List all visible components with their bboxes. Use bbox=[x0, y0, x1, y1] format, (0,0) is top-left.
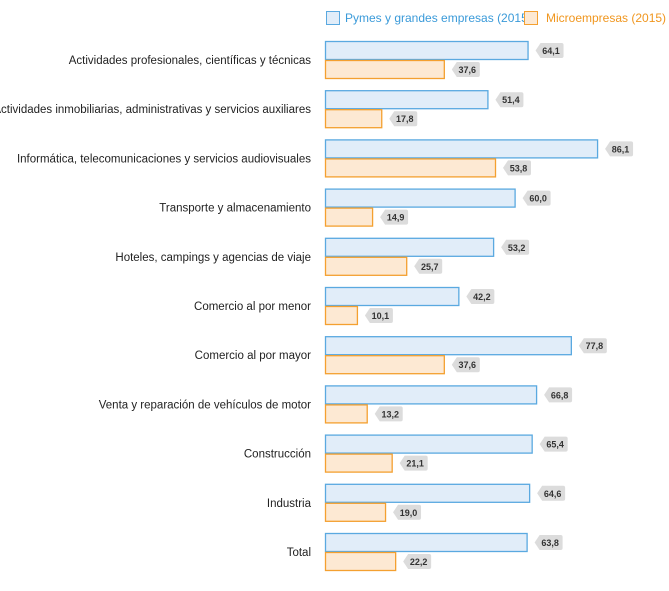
legend-item-micro[interactable]: Microempresas (2015) bbox=[524, 11, 667, 25]
data-label-bg bbox=[501, 239, 530, 255]
data-label-bg bbox=[534, 535, 563, 550]
data-label-bg bbox=[380, 209, 409, 225]
data-label: 37,6 bbox=[459, 360, 477, 370]
data-label: 37,6 bbox=[459, 65, 477, 75]
category-label: Industria bbox=[267, 498, 312, 510]
category-label: Comercio al por menor bbox=[194, 301, 311, 313]
data-label: 17,8 bbox=[396, 114, 414, 124]
data-label: 65,4 bbox=[546, 440, 564, 450]
bar-micro bbox=[324, 158, 497, 178]
category-label: Hoteles, campings y agencias de viaje bbox=[115, 252, 311, 264]
data-label-bg bbox=[605, 141, 634, 157]
category-label: Comercio al por mayor bbox=[195, 350, 311, 362]
data-label: 51,4 bbox=[502, 95, 520, 105]
legend-label-pymes: Pymes y grandes empresas (2015) bbox=[345, 11, 532, 25]
data-label-bg bbox=[537, 485, 566, 501]
category-label: Construcción bbox=[244, 449, 311, 461]
bar-micro bbox=[324, 551, 397, 572]
bar-micro bbox=[324, 207, 374, 227]
data-label-bg bbox=[414, 258, 443, 274]
bar-micro bbox=[324, 59, 445, 80]
data-label: 14,9 bbox=[387, 213, 405, 223]
data-label-bg bbox=[403, 554, 432, 569]
bar-pymes bbox=[324, 237, 495, 257]
category-label: Venta y reparación de vehículos de motor bbox=[99, 399, 311, 411]
data-label-bg bbox=[389, 111, 418, 127]
bar-pymes bbox=[324, 336, 572, 356]
data-label: 66,8 bbox=[551, 390, 569, 400]
data-label: 63,8 bbox=[541, 538, 559, 548]
bar-micro bbox=[324, 355, 445, 375]
data-label-bg bbox=[451, 357, 480, 373]
data-label-bg bbox=[544, 387, 573, 403]
bar-pymes bbox=[324, 434, 533, 454]
data-label-bg bbox=[503, 160, 532, 176]
data-label-bg bbox=[364, 308, 393, 323]
data-label: 64,1 bbox=[542, 46, 560, 56]
bar-micro bbox=[324, 404, 368, 424]
category-label: Informática, telecomunicaciones y servic… bbox=[17, 153, 311, 165]
bar-pymes bbox=[324, 188, 516, 208]
data-label: 22,2 bbox=[410, 557, 428, 567]
data-label: 53,8 bbox=[510, 163, 528, 173]
data-label: 77,8 bbox=[586, 341, 604, 351]
category-label: Transporte y almacenamiento bbox=[159, 203, 311, 215]
bar-pymes bbox=[324, 532, 528, 553]
legend-swatch-micro bbox=[524, 11, 538, 25]
data-label-bg bbox=[578, 338, 607, 354]
data-label-bg bbox=[539, 436, 568, 452]
data-label-bg bbox=[374, 406, 403, 422]
data-label: 64,6 bbox=[544, 489, 562, 499]
data-label: 86,1 bbox=[612, 144, 630, 154]
bar-pymes bbox=[324, 90, 489, 110]
legend: Pymes y grandes empresas (2015) Microemp… bbox=[326, 11, 667, 25]
legend-label-micro: Microempresas (2015) bbox=[546, 11, 666, 25]
bar-pymes bbox=[324, 40, 529, 61]
data-label: 60,0 bbox=[529, 194, 547, 204]
data-label-bg bbox=[451, 62, 480, 77]
data-label: 25,7 bbox=[421, 262, 439, 272]
data-label-bg bbox=[466, 289, 495, 304]
plot-area: Actividades profesionales, científicas y… bbox=[0, 40, 634, 572]
legend-item-pymes[interactable]: Pymes y grandes empresas (2015) bbox=[326, 11, 532, 25]
bar-pymes bbox=[324, 286, 460, 307]
data-label-bg bbox=[393, 504, 422, 520]
data-label: 42,2 bbox=[473, 292, 491, 302]
bar-micro bbox=[324, 256, 408, 276]
data-label-bg bbox=[535, 43, 564, 58]
data-label: 13,2 bbox=[381, 409, 399, 419]
category-label: Actividades inmobiliarias, administrativ… bbox=[0, 104, 311, 116]
category-label: Total bbox=[287, 547, 311, 559]
bar-pymes bbox=[324, 385, 538, 405]
data-label-bg bbox=[522, 190, 551, 206]
data-label: 19,0 bbox=[400, 508, 418, 518]
bar-pymes bbox=[324, 139, 599, 159]
bar-micro bbox=[324, 109, 383, 129]
bar-micro bbox=[324, 453, 393, 473]
category-label: Actividades profesionales, científicas y… bbox=[69, 55, 312, 67]
bar-micro bbox=[324, 305, 359, 326]
data-label: 21,1 bbox=[406, 459, 424, 469]
data-label: 10,1 bbox=[372, 311, 390, 321]
legend-swatch-pymes bbox=[326, 11, 340, 25]
data-label-bg bbox=[399, 455, 428, 471]
data-label-bg bbox=[495, 92, 524, 108]
bar-pymes bbox=[324, 483, 531, 503]
data-label: 53,2 bbox=[508, 243, 526, 253]
bar-micro bbox=[324, 502, 387, 522]
